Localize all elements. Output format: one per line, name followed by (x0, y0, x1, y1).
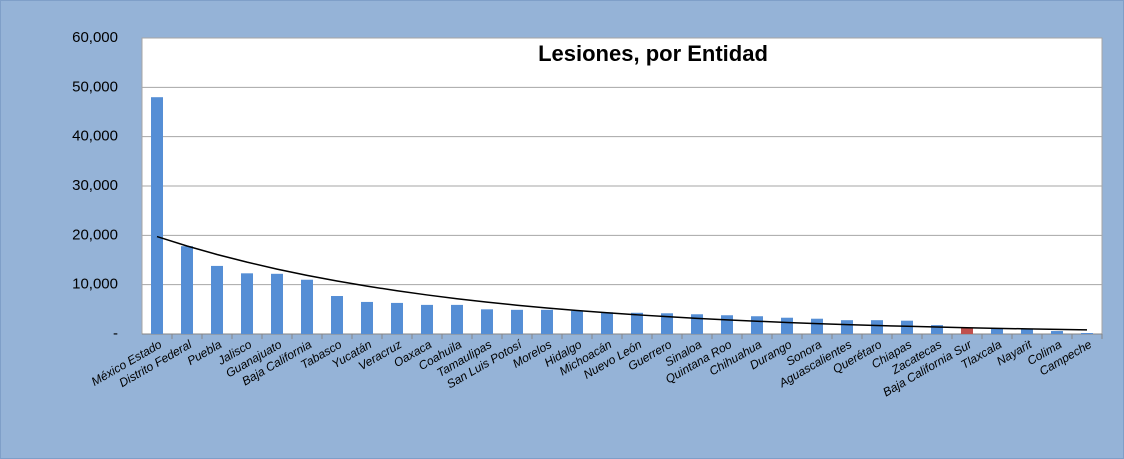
y-tick-label: 30,000 (72, 177, 118, 194)
bar (421, 304, 433, 334)
bar (1051, 331, 1063, 334)
bar (151, 97, 163, 334)
bar (1081, 333, 1093, 334)
bar (601, 312, 613, 334)
bar (781, 317, 793, 334)
bar (721, 315, 733, 334)
y-tick-label: 60,000 (72, 29, 118, 46)
trendline (156, 235, 1088, 331)
bar (241, 273, 253, 334)
bar (811, 318, 823, 334)
bar (301, 279, 313, 334)
bar (901, 320, 913, 334)
bar (661, 313, 673, 334)
bar (541, 309, 553, 334)
bar (841, 320, 853, 334)
bar (751, 316, 763, 334)
y-tick-label: 10,000 (72, 276, 118, 293)
bar (931, 325, 943, 334)
bar (271, 273, 283, 334)
bar (211, 265, 223, 334)
bar (571, 310, 583, 334)
bar (331, 296, 343, 334)
y-tick-label: 20,000 (72, 226, 118, 243)
bar (481, 309, 493, 334)
bar (451, 304, 463, 334)
bar (181, 246, 193, 334)
bar (391, 302, 403, 334)
y-tick-label: 50,000 (72, 78, 118, 95)
bar (1021, 329, 1033, 334)
bar (991, 328, 1003, 334)
bar (961, 327, 973, 334)
bar (631, 312, 643, 334)
chart-title: Lesiones, por Entidad (538, 41, 768, 66)
y-tick-label: 40,000 (72, 128, 118, 145)
bar (361, 301, 373, 334)
bar (691, 314, 703, 334)
y-tick-label: - (113, 325, 118, 342)
bar (871, 320, 883, 334)
bar (511, 309, 523, 334)
